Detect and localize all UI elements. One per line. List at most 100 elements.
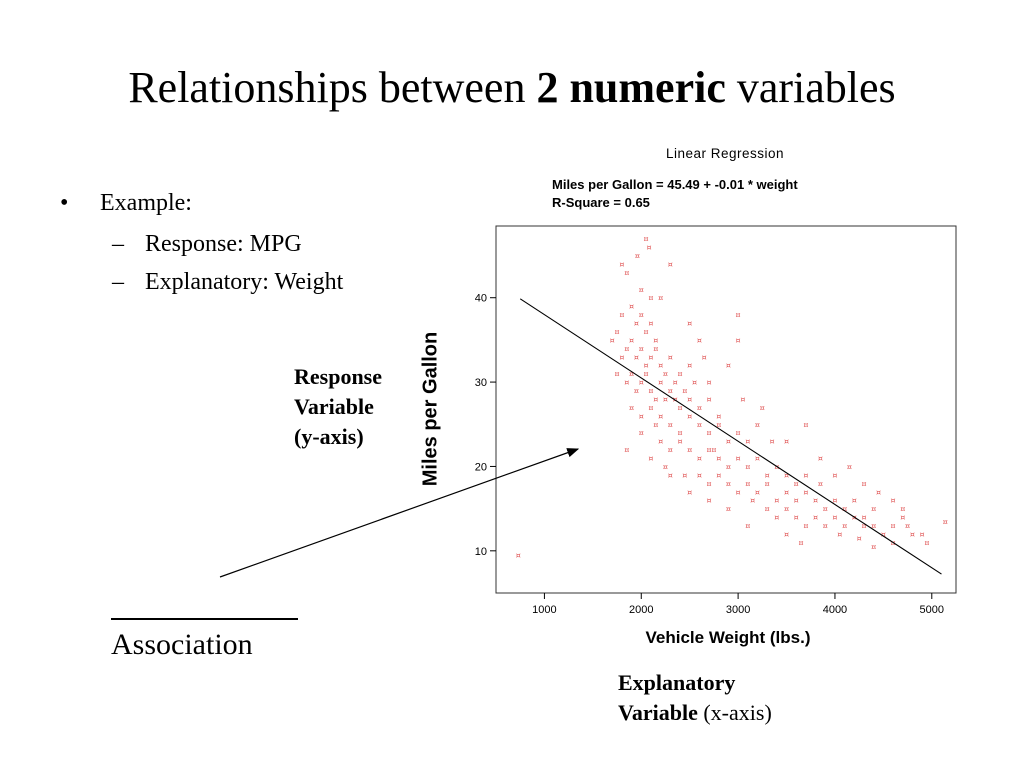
data-point: ¤ [745,479,750,488]
x-tick-label: 1000 [532,604,556,616]
sub-bullet-item: – Response: MPG [60,231,343,258]
data-point: ¤ [648,353,653,362]
data-point: ¤ [624,378,629,387]
bullet-dot-icon: • [60,190,69,216]
data-point: ¤ [803,488,808,497]
data-point: ¤ [624,344,629,353]
data-point: ¤ [668,260,673,269]
data-point: ¤ [736,488,741,497]
dash-icon: – [112,231,124,257]
data-point: ¤ [726,479,731,488]
data-point: ¤ [900,505,905,514]
association-arrow [219,448,580,578]
data-point: ¤ [861,479,866,488]
y-axis-label: Miles per Gallon [419,331,442,487]
data-point: ¤ [784,437,789,446]
data-point: ¤ [702,353,707,362]
data-point: ¤ [842,522,847,531]
chart-title: Linear Regression [665,146,785,161]
data-point: ¤ [648,403,653,412]
data-point: ¤ [852,496,857,505]
data-point: ¤ [629,370,634,379]
data-point: ¤ [697,403,702,412]
data-point: ¤ [682,387,687,396]
data-point: ¤ [784,530,789,539]
data-point: ¤ [639,429,644,438]
data-point: ¤ [648,387,653,396]
data-point: ¤ [697,454,702,463]
y-tick-label: 40 [475,293,487,305]
data-point: ¤ [881,530,886,539]
x-tick-label: 4000 [823,604,847,616]
data-point: ¤ [813,513,818,522]
data-point: ¤ [726,361,731,370]
data-point: ¤ [707,479,712,488]
data-point: ¤ [687,395,692,404]
data-point: ¤ [794,496,799,505]
data-point: ¤ [726,437,731,446]
data-point: ¤ [818,454,823,463]
data-point: ¤ [736,454,741,463]
data-point: ¤ [648,319,653,328]
data-point: ¤ [760,403,765,412]
bullet-item: • Example: [60,190,343,220]
data-point: ¤ [687,446,692,455]
data-point: ¤ [624,268,629,277]
data-point: ¤ [891,522,896,531]
data-point: ¤ [832,496,837,505]
data-point: ¤ [658,361,663,370]
data-point: ¤ [635,252,640,261]
data-point: ¤ [871,522,876,531]
regression-equation: Miles per Gallon = 45.49 + -0.01 * weigh… [552,177,798,192]
data-point: ¤ [765,505,770,514]
data-point: ¤ [818,479,823,488]
data-point: ¤ [639,412,644,421]
data-point: ¤ [716,420,721,429]
data-point: ¤ [861,522,866,531]
data-point: ¤ [697,420,702,429]
y-tick-label: 20 [475,461,487,473]
data-point: ¤ [644,361,649,370]
explanatory-variable-annotation: Explanatory Variable (x-axis) [618,668,818,728]
annotation-word: (x-axis) [703,700,772,725]
data-point: ¤ [619,353,624,362]
data-point: ¤ [658,437,663,446]
data-point: ¤ [857,534,862,543]
data-point: ¤ [687,361,692,370]
data-point: ¤ [658,412,663,421]
data-point: ¤ [803,522,808,531]
data-point: ¤ [615,327,620,336]
data-point: ¤ [682,471,687,480]
data-point: ¤ [784,505,789,514]
regression-summary: Miles per Gallon = 45.49 + -0.01 * weigh… [552,176,798,212]
data-point: ¤ [847,462,852,471]
sub-bullet-text: Explanatory: Weight [145,269,344,295]
data-point: ¤ [716,471,721,480]
y-tick-label: 10 [475,546,487,558]
x-tick-label: 5000 [920,604,944,616]
data-point: ¤ [629,336,634,345]
data-point: ¤ [842,505,847,514]
data-point: ¤ [736,429,741,438]
data-point: ¤ [653,344,658,353]
data-point: ¤ [516,551,521,560]
data-point: ¤ [891,496,896,505]
data-point: ¤ [687,412,692,421]
data-point: ¤ [794,513,799,522]
data-point: ¤ [668,446,673,455]
data-point: ¤ [832,471,837,480]
response-variable-annotation: Response Variable (y-axis) [294,362,414,452]
data-point: ¤ [745,437,750,446]
data-point: ¤ [813,496,818,505]
data-point: ¤ [687,488,692,497]
fill-in-blank-line [111,618,298,620]
data-point: ¤ [794,479,799,488]
data-point: ¤ [639,285,644,294]
data-point: ¤ [707,446,712,455]
data-point: ¤ [644,370,649,379]
data-point: ¤ [774,513,779,522]
data-point: ¤ [910,530,915,539]
data-point: ¤ [876,488,881,497]
sub-bullet-text: Response: MPG [145,231,302,257]
x-tick-label: 2000 [629,604,653,616]
